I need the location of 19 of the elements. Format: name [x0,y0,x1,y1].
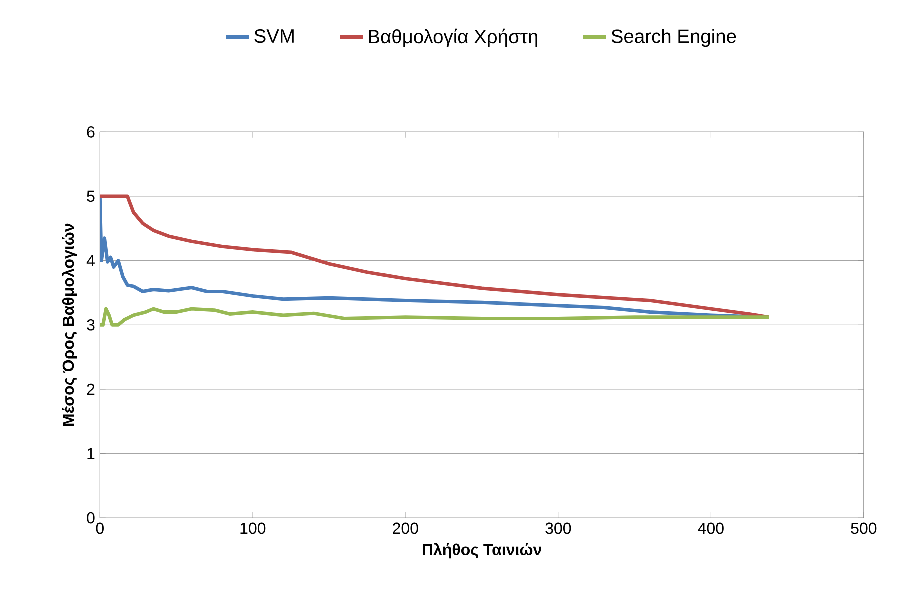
y-tick-label: 1 [88,448,95,460]
x-tick-label: 500 [851,522,877,534]
x-axis-title: Πλήθος Ταινιών [422,543,542,559]
y-axis-title: Μέσος Όρος Βαθμολογιών [62,224,78,426]
legend-label: Search Engine [612,29,736,48]
y-tick-label: 3 [87,320,95,331]
y-tick-label: 2 [87,384,95,396]
y-tick-label: 4 [86,255,95,266]
line-series [100,194,771,320]
y-tick-label: 6 [87,126,95,138]
y-tick-label: 0 [87,512,95,524]
x-tick-label: 100 [240,522,266,534]
x-tick-label: 400 [698,522,724,534]
x-tick-label: 300 [546,522,572,534]
y-tick-label: 5 [87,190,95,202]
x-tick-label: 0 [96,522,104,534]
x-tick-label: 200 [393,522,418,534]
legend-label: SVM [254,30,294,44]
legend-label: Βαθμολογία Χρήστη [369,28,538,48]
